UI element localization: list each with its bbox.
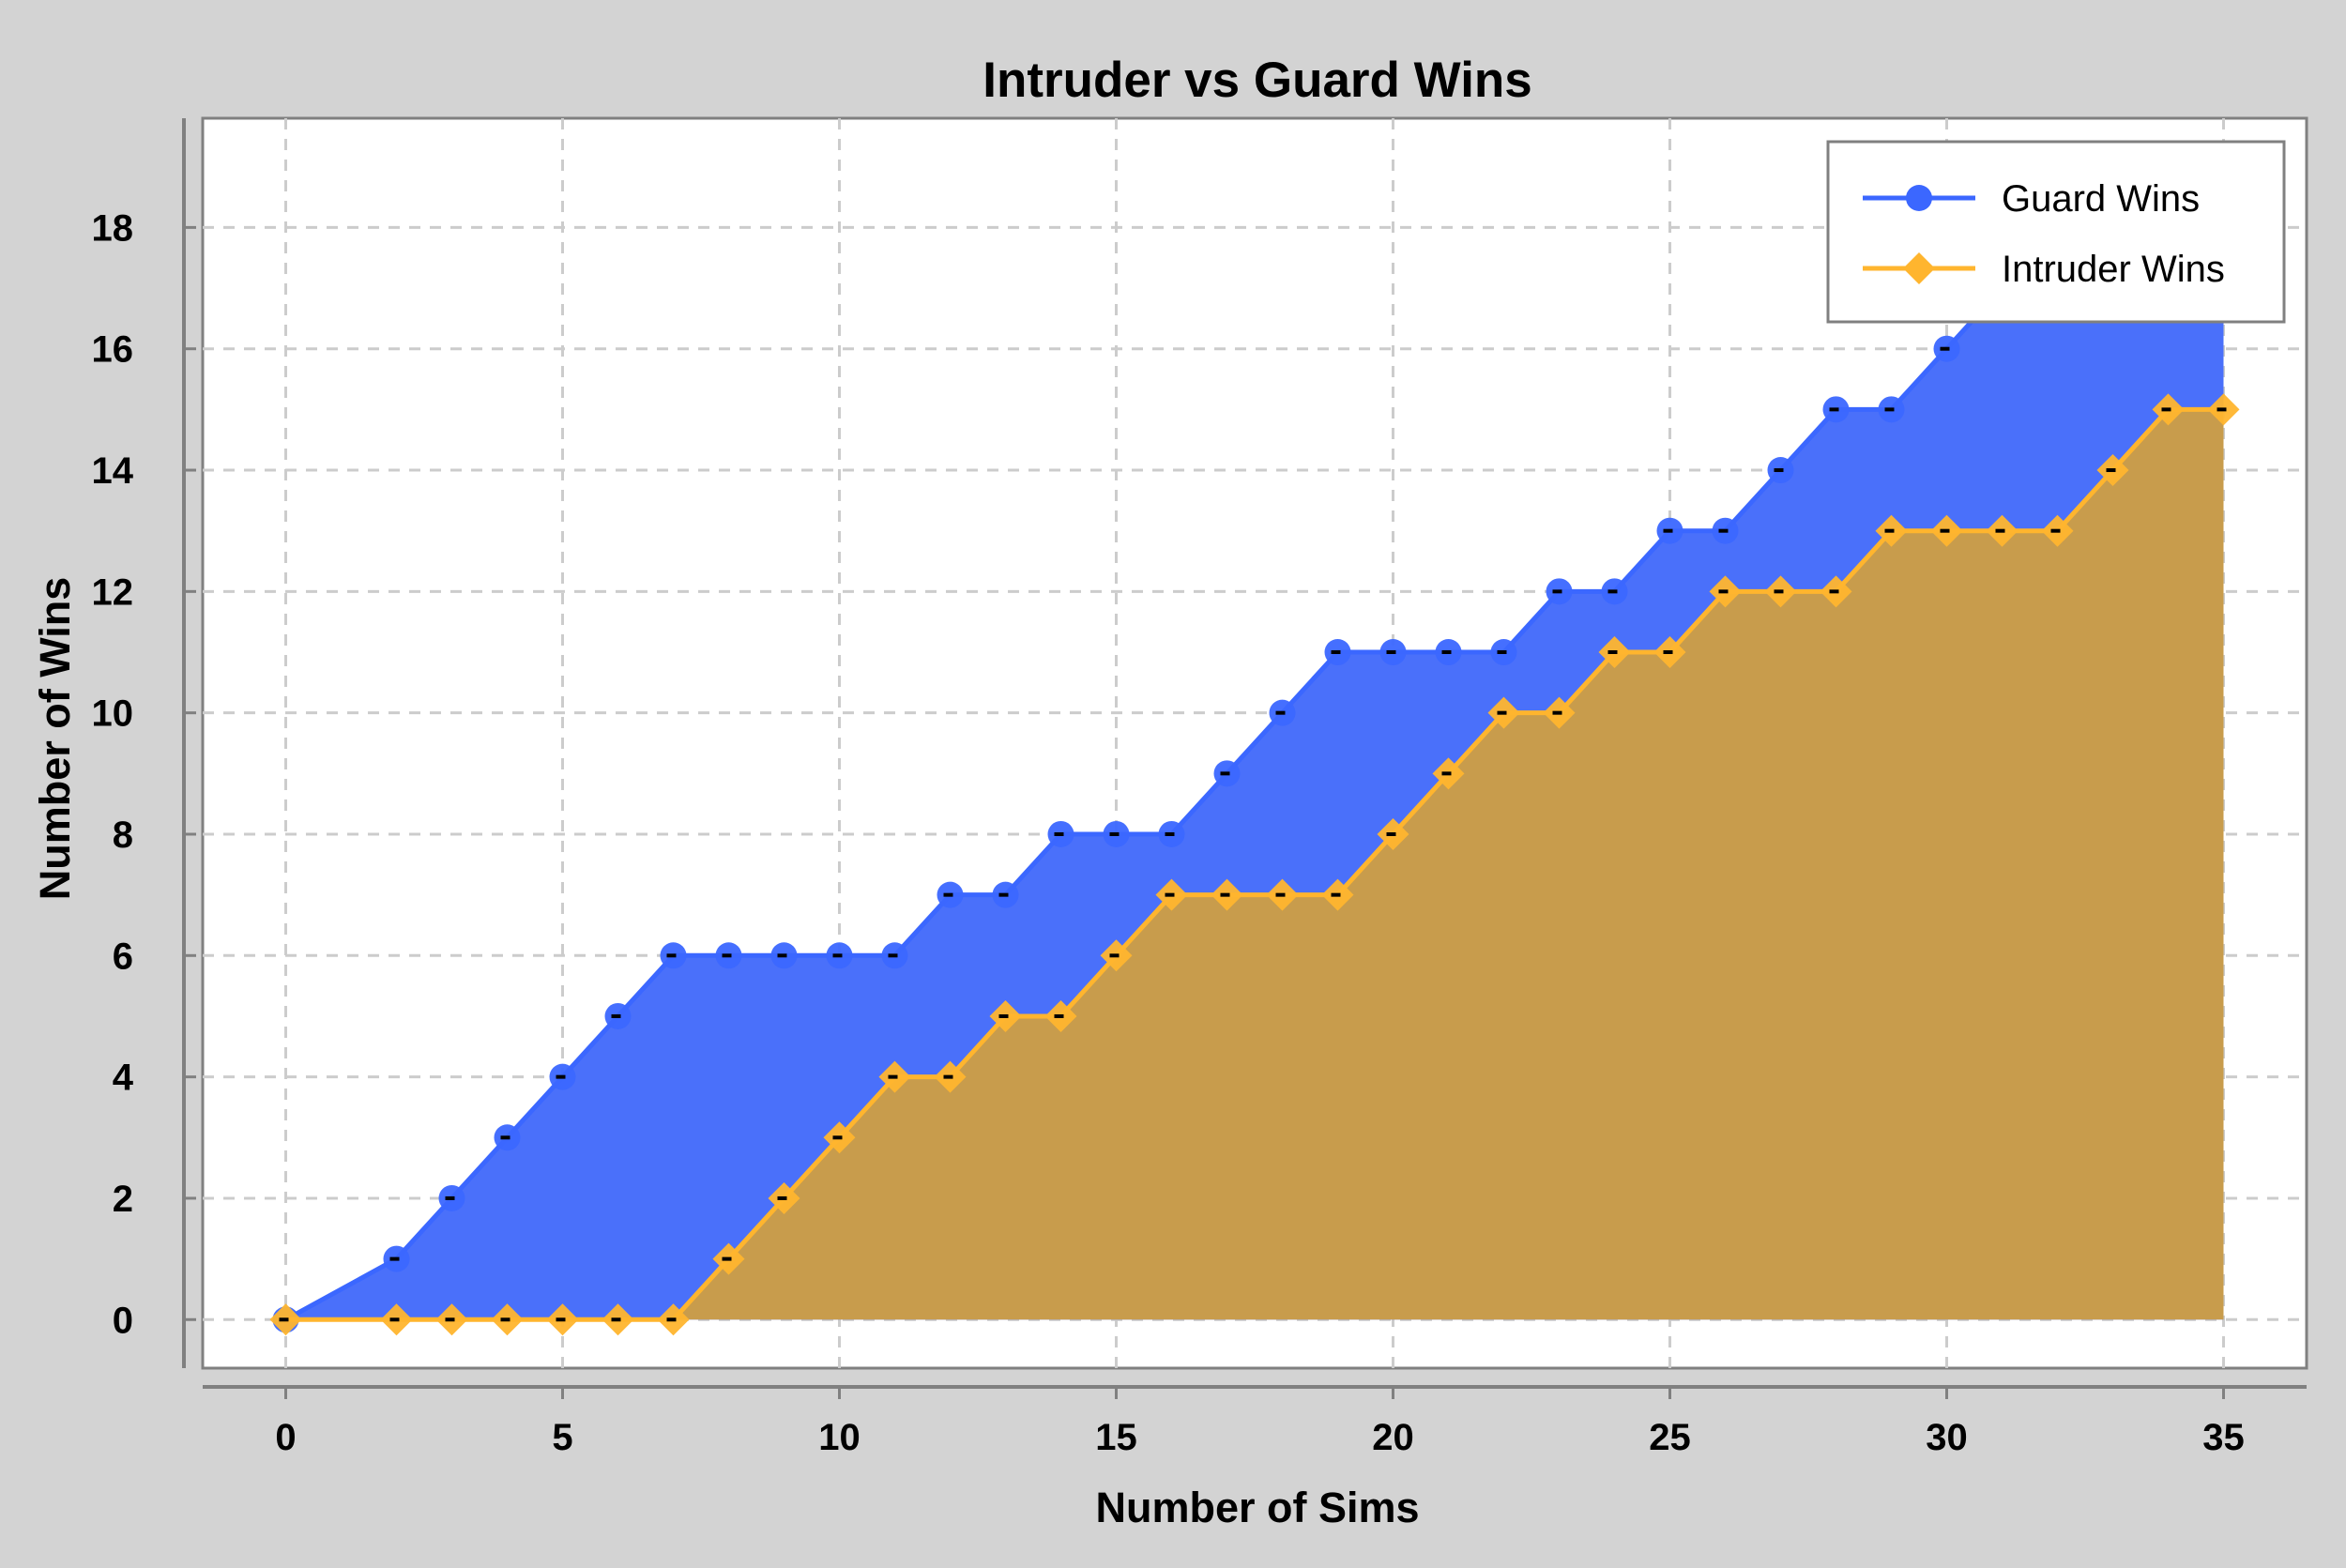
x-tick-label: 0 [275, 1417, 296, 1458]
x-axis-label: Number of Sims [1095, 1484, 1419, 1531]
series-guard-wins [272, 275, 2237, 1333]
legend-box [1826, 140, 2286, 324]
chart-title: Intruder vs Guard Wins [983, 53, 1532, 108]
area-fills [285, 288, 2224, 1320]
y-tick-label: 14 [92, 450, 134, 492]
x-tick-label: 35 [2202, 1417, 2245, 1458]
legend-label: Intruder Wins [2002, 249, 2225, 290]
legend-marker-diamond [1903, 252, 1935, 284]
x-tick-label: 30 [1926, 1417, 1968, 1458]
area-intruder-wins [285, 409, 2224, 1320]
axes: 0 5 10 15 20 25 30 35 0 2 4 6 8 10 12 14 16 18 [92, 118, 2307, 1458]
series-lines [269, 275, 2240, 1336]
legend-marker-circle [1906, 185, 1932, 211]
x-tick-label: 20 [1372, 1417, 1414, 1458]
y-tick-label: 16 [92, 329, 134, 371]
y-tick-label: 6 [113, 936, 133, 977]
x-tick-label: 5 [552, 1417, 572, 1458]
x-tick-label: 25 [1649, 1417, 1691, 1458]
legend-item-guard-wins: Guard Wins [1863, 178, 2200, 220]
series-intruder-wins [269, 393, 2240, 1336]
legend-label: Guard Wins [2002, 178, 2200, 220]
y-tick-label: 2 [113, 1179, 133, 1220]
legend-item-intruder-wins: Intruder Wins [1863, 249, 2225, 290]
y-axis-label: Number of Wins [31, 577, 79, 901]
x-tick-label: 10 [818, 1417, 861, 1458]
y-tick-label: 18 [92, 207, 134, 249]
x-tick-label: 15 [1095, 1417, 1137, 1458]
legend: Guard Wins Intruder Wins [1826, 140, 2286, 324]
y-tick-label: 12 [92, 571, 134, 613]
y-tick-label: 10 [92, 693, 134, 735]
y-tick-label: 8 [113, 814, 133, 856]
y-tick-label: 4 [113, 1058, 134, 1099]
y-tick-label: 0 [113, 1300, 133, 1341]
